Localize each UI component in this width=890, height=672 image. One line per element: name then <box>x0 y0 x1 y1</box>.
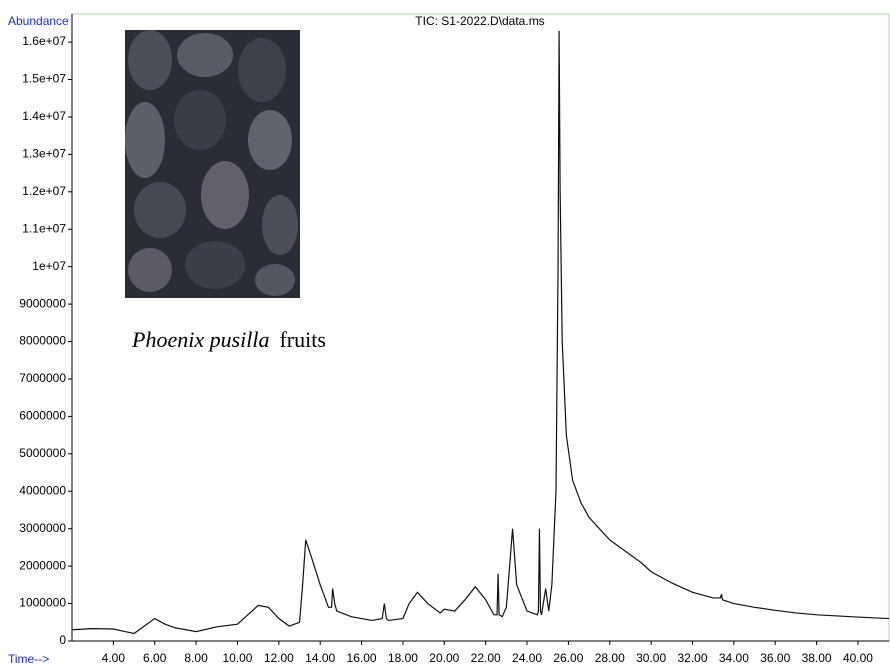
y-tick-label: 5000000 <box>19 446 66 460</box>
annotation: Phoenix pusilla fruits <box>131 327 326 352</box>
x-tick-label: 38.00 <box>802 651 832 665</box>
y-tick-label: 1000000 <box>19 596 66 610</box>
y-tick-label: 3000000 <box>19 521 66 535</box>
y-tick-label: 1.6e+07 <box>22 34 66 48</box>
y-tick-label: 1.2e+07 <box>22 184 66 198</box>
x-tick-label: 26.00 <box>553 651 583 665</box>
x-tick-label: 34.00 <box>719 651 749 665</box>
x-tick-label: 22.00 <box>471 651 501 665</box>
photo <box>125 30 300 298</box>
tic-trace <box>71 30 890 635</box>
x-tick-label: 12.00 <box>264 651 294 665</box>
x-tick-label: 24.00 <box>512 651 542 665</box>
y-tick-label: 0 <box>59 633 66 647</box>
x-tick-label: 18.00 <box>388 651 418 665</box>
x-tick-label: 10.00 <box>222 651 252 665</box>
x-tick-label: 36.00 <box>760 651 790 665</box>
y-tick-label: 1e+07 <box>32 259 66 273</box>
y-tick-label: 1.1e+07 <box>22 221 66 235</box>
y-tick-label: 6000000 <box>19 409 66 423</box>
x-tick-label: 16.00 <box>347 651 377 665</box>
x-tick-label: 40.00 <box>843 651 873 665</box>
x-tick-label: 20.00 <box>429 651 459 665</box>
chart-title: TIC: S1-2022.D\data.ms <box>415 14 544 28</box>
x-tick-label: 28.00 <box>595 651 625 665</box>
y-tick-label: 9000000 <box>19 296 66 310</box>
x-tick-label: 32.00 <box>677 651 707 665</box>
x-tick-label: 8.00 <box>184 651 208 665</box>
y-tick-label: 1.4e+07 <box>22 109 66 123</box>
x-tick-label: 4.00 <box>102 651 126 665</box>
y-tick-label: 1.5e+07 <box>22 72 66 86</box>
y-tick-label: 7000000 <box>19 371 66 385</box>
annotation-text: fruits <box>279 327 325 352</box>
y-tick-label: 8000000 <box>19 334 66 348</box>
annotation-species: Phoenix pusilla <box>131 327 269 352</box>
x-tick-label: 14.00 <box>305 651 335 665</box>
x-axis-label: Time--> <box>8 652 49 666</box>
y-axis-label: Abundance <box>8 14 69 28</box>
y-tick-label: 4000000 <box>19 483 66 497</box>
x-tick-label: 6.00 <box>143 651 167 665</box>
y-tick-label: 2000000 <box>19 558 66 572</box>
x-tick-label: 30.00 <box>636 651 666 665</box>
y-tick-label: 1.3e+07 <box>22 147 66 161</box>
